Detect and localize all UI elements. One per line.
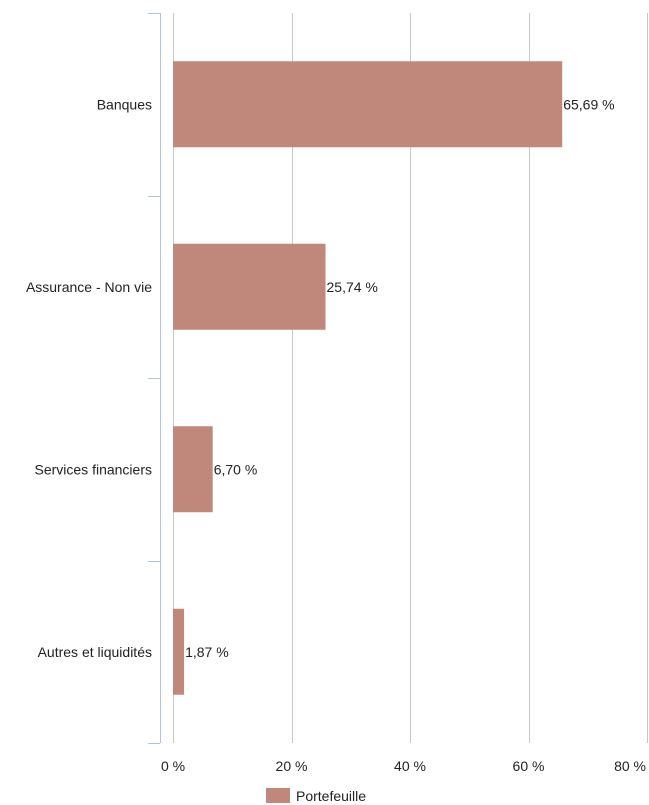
x-tick-label-20: 20 % [276,758,308,774]
legend: Portefeuille [266,788,366,804]
bar-2 [173,426,213,513]
category-label-1: Assurance - Non vie [26,279,152,295]
bar-1 [173,243,326,330]
category-labels: Banques Assurance - Non vie Services finan… [26,96,152,660]
x-tick-labels: 0 % 20 % 40 % 60 % 80 % [161,758,646,774]
category-label-3: Autres et liquidités [38,644,152,660]
x-tick-label-0: 0 % [161,758,185,774]
x-tick-label-40: 40 % [394,758,426,774]
x-tick-label-80: 80 % [614,758,646,774]
category-label-2: Services financiers [35,461,153,477]
category-label-0: Banques [97,96,152,112]
data-label-3: 1,87 % [185,644,229,660]
data-label-2: 6,70 % [214,461,258,477]
y-axis [148,13,161,744]
bars [173,61,563,695]
data-labels: 65,69 % 25,74 % 6,70 % 1,87 % [185,96,615,660]
x-tick-label-60: 60 % [513,758,545,774]
bar-3 [173,608,185,695]
data-label-1: 25,74 % [327,279,378,295]
data-label-0: 65,69 % [563,96,614,112]
legend-swatch [266,788,290,803]
legend-label: Portefeuille [296,788,366,804]
bar-0 [173,61,563,148]
